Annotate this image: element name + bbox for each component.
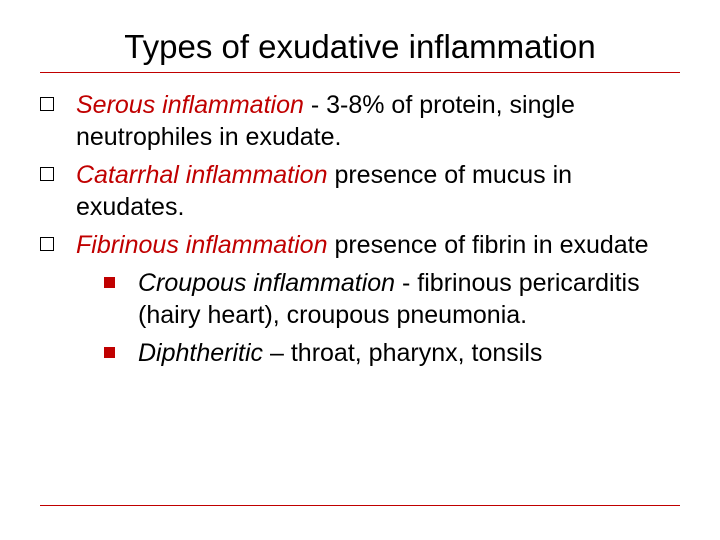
hollow-square-bullet-icon	[40, 229, 76, 261]
hollow-square-bullet-icon	[40, 89, 76, 153]
list-item: Serous inflammation - 3-8% of protein, s…	[40, 89, 680, 153]
sub-list-item: Diphtheritic – throat, pharynx, tonsils	[104, 337, 680, 369]
term: Serous inflammation	[76, 91, 304, 119]
sub-term: Croupous inflammation	[138, 269, 395, 297]
filled-square-bullet-icon	[104, 267, 138, 331]
list-item-text: Serous inflammation - 3-8% of protein, s…	[76, 89, 680, 153]
title-underline	[40, 72, 680, 73]
sub-list-item-text: Croupous inflammation - fibrinous perica…	[138, 267, 680, 331]
hollow-square-bullet-icon	[40, 159, 76, 223]
list-item: Catarrhal inflammation presence of mucus…	[40, 159, 680, 223]
sub-list: Croupous inflammation - fibrinous perica…	[40, 267, 680, 369]
list-item-text: Catarrhal inflammation presence of mucus…	[76, 159, 680, 223]
term-rest: presence of fibrin in exudate	[328, 231, 649, 259]
slide-title: Types of exudative inflammation	[40, 28, 680, 66]
term: Catarrhal inflammation	[76, 161, 328, 189]
bottom-rule	[40, 505, 680, 506]
sub-term-rest: – throat, pharynx, tonsils	[263, 339, 542, 367]
list-item-text: Fibrinous inflammation presence of fibri…	[76, 229, 680, 261]
term: Fibrinous inflammation	[76, 231, 328, 259]
slide: Types of exudative inflammation Serous i…	[0, 0, 720, 540]
filled-square-bullet-icon	[104, 337, 138, 369]
sub-list-item-text: Diphtheritic – throat, pharynx, tonsils	[138, 337, 680, 369]
sub-list-item: Croupous inflammation - fibrinous perica…	[104, 267, 680, 331]
list-item: Fibrinous inflammation presence of fibri…	[40, 229, 680, 261]
slide-body: Serous inflammation - 3-8% of protein, s…	[40, 89, 680, 369]
sub-term: Diphtheritic	[138, 339, 263, 367]
